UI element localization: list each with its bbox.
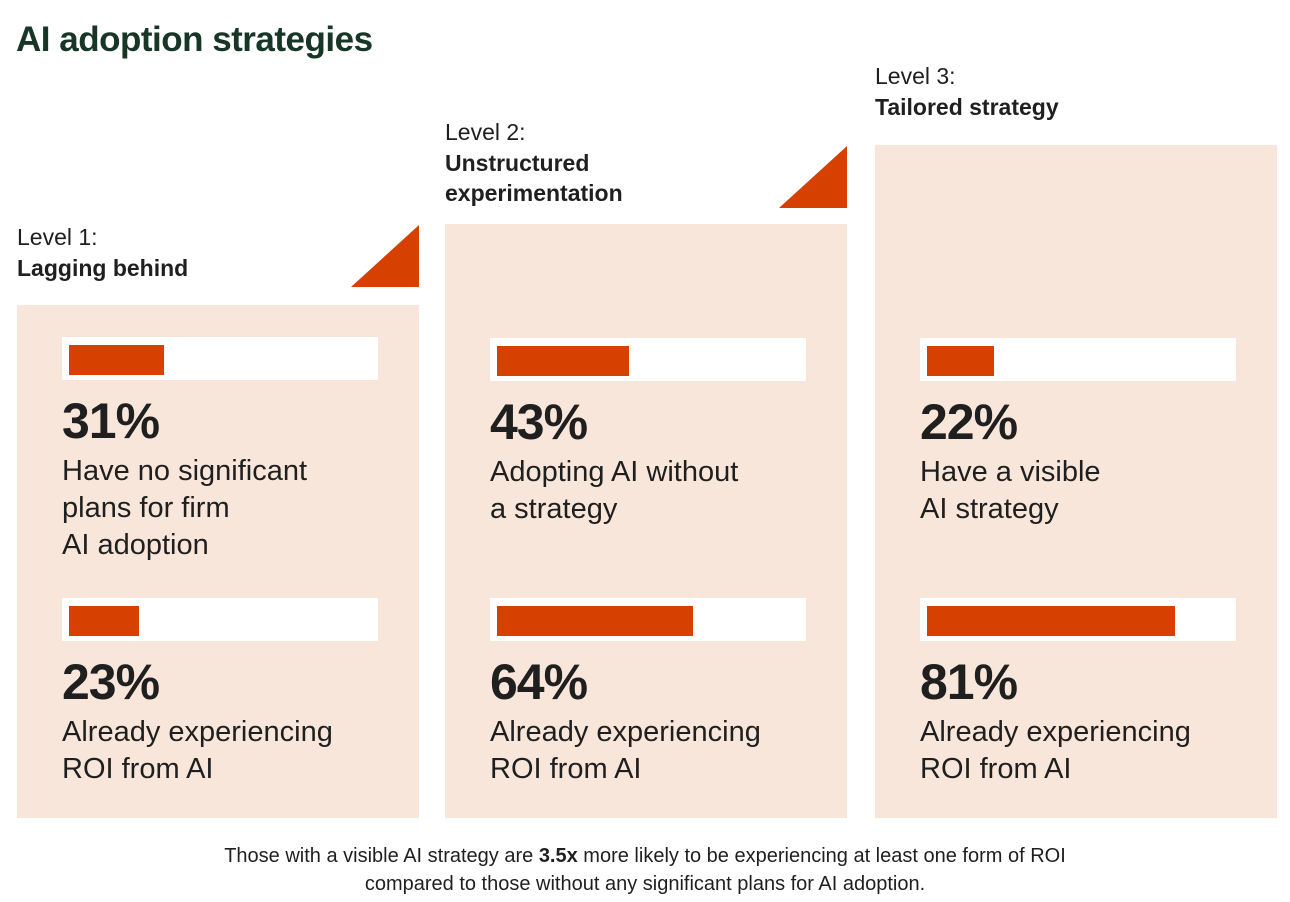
stat-value: 43% [490, 394, 588, 450]
bar-fill [69, 606, 140, 636]
level-heading: Level 2: Unstructured experimentation [445, 117, 623, 208]
stat-description: Have a visible AI strategy [920, 456, 1101, 525]
bar-fill [497, 346, 629, 376]
bar-track [490, 338, 806, 381]
footnote-text: more likely to be experiencing at least … [577, 845, 1066, 867]
stat-value: 64% [490, 654, 588, 710]
bar-track [920, 598, 1236, 641]
bar-fill [497, 606, 693, 636]
chart-title: AI adoption strategies [16, 20, 373, 59]
level-name: Tailored strategy [875, 94, 1059, 120]
stat-block: 64% Already experiencing ROI from AI [490, 598, 807, 788]
corner-triangle-icon [779, 146, 847, 208]
stat-description: Already experiencing ROI from AI [62, 716, 333, 785]
bar-fill [927, 346, 995, 376]
stat-description: Adopting AI without a strategy [490, 456, 739, 525]
footnote-text: Those with a visible AI strategy are [224, 845, 539, 867]
bar-track [62, 337, 378, 380]
level-1-column: Level 1: Lagging behind 31% Have no sign… [17, 222, 419, 818]
stat-description: Have no significant plans for firm AI ad… [62, 455, 308, 561]
stat-value: 81% [920, 654, 1018, 710]
footnote-emphasis: 3.5x [538, 845, 578, 867]
level-number: Level 3: [875, 63, 956, 89]
level-number: Level 2: [445, 119, 526, 145]
footnote: Those with a visible AI strategy are 3.5… [0, 842, 1290, 898]
level-number: Level 1: [17, 224, 98, 250]
bar-track [490, 598, 806, 641]
stat-description: Already experiencing ROI from AI [490, 716, 761, 785]
bar-track [62, 598, 378, 641]
level-heading: Level 1: Lagging behind [17, 222, 188, 284]
footnote-line-2: compared to those without any significan… [364, 873, 926, 895]
stat-block: 31% Have no significant plans for firm A… [62, 337, 379, 564]
stat-value: 31% [62, 393, 160, 449]
level-3-column: Level 3: Tailored strategy 22% Have a vi… [875, 61, 1277, 818]
corner-triangle-icon [351, 225, 419, 287]
level-2-column: Level 2: Unstructured experimentation 43… [445, 117, 847, 818]
level-name: Lagging behind [17, 255, 189, 281]
bar-fill [927, 606, 1175, 636]
stat-block: 23% Already experiencing ROI from AI [62, 598, 379, 788]
level-panel: 43% Adopting AI without a strategy 64% A… [445, 224, 847, 818]
level-name: Unstructured experimentation [445, 150, 623, 206]
bar-fill [69, 345, 164, 375]
stat-value: 22% [920, 394, 1018, 450]
level-heading: Level 3: Tailored strategy [875, 61, 1059, 123]
level-panel: 22% Have a visible AI strategy 81% Alrea… [875, 145, 1277, 818]
footnote-line-1: Those with a visible AI strategy are 3.5… [0, 842, 1290, 870]
stat-block: 43% Adopting AI without a strategy [490, 338, 807, 528]
stat-description: Already experiencing ROI from AI [920, 716, 1191, 785]
stat-block: 22% Have a visible AI strategy [920, 338, 1237, 528]
stat-value: 23% [62, 654, 160, 710]
stat-block: 81% Already experiencing ROI from AI [920, 598, 1237, 788]
bar-track [920, 338, 1236, 381]
level-panel: 31% Have no significant plans for firm A… [17, 305, 419, 818]
